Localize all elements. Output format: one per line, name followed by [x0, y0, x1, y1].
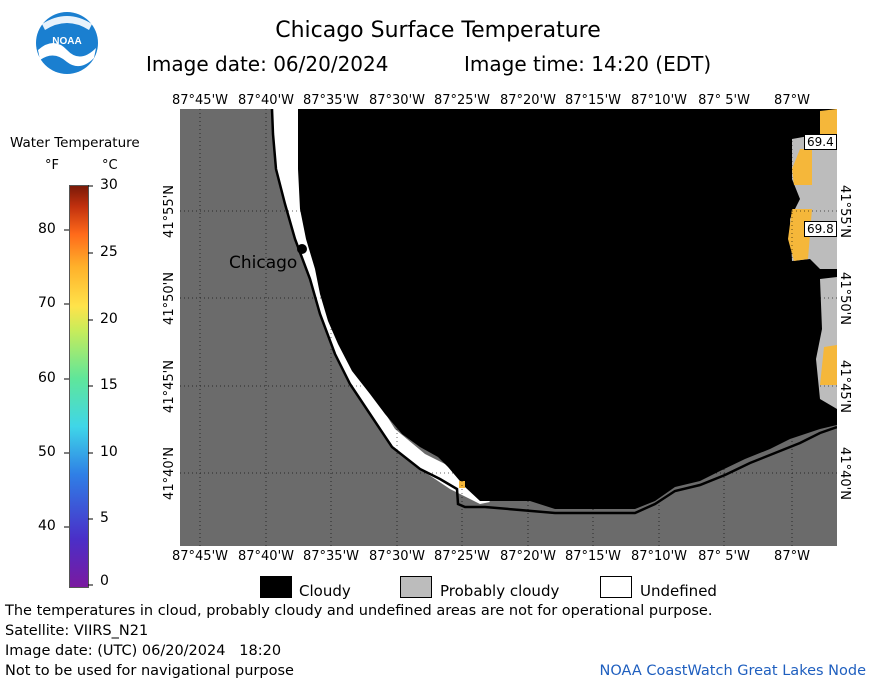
lat-label-right: 41°55'N	[836, 185, 852, 238]
warm-water-area	[820, 345, 837, 385]
lon-label-bottom: 87°35'W	[302, 549, 360, 564]
undefined-shore-strip	[272, 109, 490, 504]
lat-label-left: 41°50'N	[161, 272, 177, 325]
cloudy-lake-area	[298, 109, 837, 509]
warm-water-pixel	[459, 481, 465, 488]
colorbar-unit-c: °C	[102, 158, 118, 173]
legend-label-cloudy: Cloudy	[299, 582, 351, 600]
lon-label-top: 87°45'W	[171, 93, 229, 108]
lon-label-bottom: 87°20'W	[499, 549, 557, 564]
lat-label-right: 41°40'N	[836, 447, 852, 500]
c-tick-0: 0	[100, 573, 109, 589]
lat-label-left: 41°40'N	[161, 447, 177, 500]
lon-label-top: 87°35'W	[302, 93, 360, 108]
lon-label-top: 87° 5'W	[698, 93, 750, 108]
c-tick-15: 15	[100, 377, 118, 393]
lat-label-right: 41°50'N	[836, 272, 852, 325]
lon-label-top: 87°30'W	[368, 93, 426, 108]
coastline	[270, 109, 837, 515]
f-tick-40: 40	[38, 518, 56, 534]
chicago-marker[interactable]	[297, 244, 307, 254]
c-tick-30: 30	[100, 177, 118, 193]
c-tick-5: 5	[100, 510, 109, 526]
warm-water-area	[820, 109, 837, 141]
city-label-chicago: Chicago	[229, 253, 298, 273]
image-time-label: Image time: 14:20 (EDT)	[464, 52, 712, 76]
logo-text: NOAA	[52, 36, 81, 47]
lat-label-right: 41°45'N	[836, 360, 852, 413]
credit-link[interactable]: NOAA CoastWatch Great Lakes Node	[599, 663, 866, 679]
f-tick-60: 60	[38, 370, 56, 386]
noaa-logo-icon: NOAA	[36, 12, 98, 74]
legend-swatch-probably-cloudy	[400, 576, 432, 598]
lon-label-bottom: 87°15'W	[564, 549, 622, 564]
lon-label-top: 87°W	[774, 93, 810, 108]
temp-label: 69.4	[804, 134, 837, 150]
f-tick-50: 50	[38, 444, 56, 460]
lon-label-top: 87°20'W	[499, 93, 557, 108]
lat-label-left: 41°45'N	[161, 360, 177, 413]
c-tick-10: 10	[100, 444, 118, 460]
page-title: Chicago Surface Temperature	[275, 18, 601, 43]
graticule	[180, 109, 837, 546]
lon-label-top: 87°15'W	[564, 93, 622, 108]
colorbar-ticks	[64, 185, 93, 586]
f-tick-80: 80	[38, 221, 56, 237]
disclaimer-text: The temperatures in cloud, probably clou…	[5, 603, 713, 619]
lon-label-bottom: 87°40'W	[237, 549, 295, 564]
lon-label-bottom: 87°W	[774, 549, 810, 564]
legend-label-probably-cloudy: Probably cloudy	[440, 582, 560, 600]
c-tick-25: 25	[100, 244, 118, 260]
lon-label-bottom: 87°30'W	[368, 549, 426, 564]
lon-label-bottom: 87°25'W	[433, 549, 491, 564]
map-canvas[interactable]	[180, 109, 837, 546]
nav-warning-text: Not to be used for navigational purpose	[5, 663, 294, 679]
warm-water-area	[792, 149, 812, 185]
f-tick-70: 70	[38, 295, 56, 311]
utc-date-text: Image date: (UTC) 06/20/2024 18:20	[5, 643, 282, 659]
legend-label-undefined: Undefined	[640, 582, 717, 600]
satellite-text: Satellite: VIIRS_N21	[5, 623, 149, 639]
noaa-logo: NOAA	[34, 10, 100, 76]
lon-label-top: 87°25'W	[433, 93, 491, 108]
c-tick-20: 20	[100, 311, 118, 327]
temp-label: 69.8	[804, 221, 837, 237]
lon-label-top: 87°10'W	[630, 93, 688, 108]
colorbar-unit-f: °F	[45, 158, 59, 173]
lon-label-bottom: 87° 5'W	[698, 549, 750, 564]
lon-label-bottom: 87°10'W	[630, 549, 688, 564]
legend-swatch-undefined	[600, 576, 632, 598]
lat-label-left: 41°55'N	[161, 185, 177, 238]
lon-label-top: 87°40'W	[237, 93, 295, 108]
image-date-label: Image date: 06/20/2024	[146, 52, 389, 76]
colorbar-title: Water Temperature	[10, 135, 140, 151]
legend-swatch-cloudy	[260, 576, 292, 598]
lon-label-bottom: 87°45'W	[171, 549, 229, 564]
